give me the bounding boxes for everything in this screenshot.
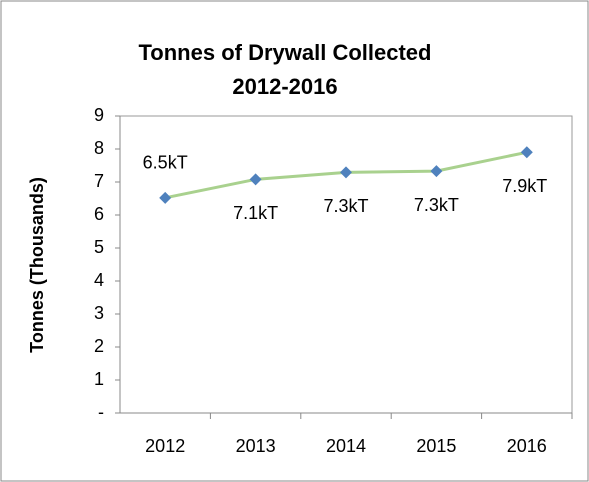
y-tick-label: 1: [94, 369, 104, 389]
data-label: 7.9kT: [502, 176, 547, 196]
data-label: 7.3kT: [414, 195, 459, 215]
y-tick-label: 3: [94, 303, 104, 323]
x-tick-label: 2012: [145, 436, 185, 456]
y-tick-label: 2: [94, 336, 104, 356]
x-tick-label: 2015: [416, 436, 456, 456]
y-tick-label: 5: [94, 237, 104, 257]
marker: [520, 146, 533, 159]
y-tick-label: 4: [94, 270, 104, 290]
y-tick-label: 6: [94, 204, 104, 224]
marker: [249, 173, 262, 186]
y-axis-label: Tonnes (Thousands): [27, 177, 47, 353]
x-tick-label: 2016: [507, 436, 547, 456]
marker: [430, 165, 443, 178]
chart-title: Tonnes of Drywall Collected 2012-2016: [138, 40, 432, 99]
x-tick-label: 2013: [236, 436, 276, 456]
y-tick-label: 9: [94, 105, 104, 125]
marker: [159, 191, 172, 204]
y-tick-label: -: [98, 402, 104, 422]
y-tick-label: 8: [94, 138, 104, 158]
x-tick-label: 2014: [326, 436, 366, 456]
data-label: 6.5kT: [143, 153, 188, 173]
marker: [340, 166, 352, 179]
y-tick-label: 7: [94, 171, 104, 191]
data-label: 7.1kT: [233, 203, 278, 223]
data-label: 7.3kT: [323, 196, 368, 216]
